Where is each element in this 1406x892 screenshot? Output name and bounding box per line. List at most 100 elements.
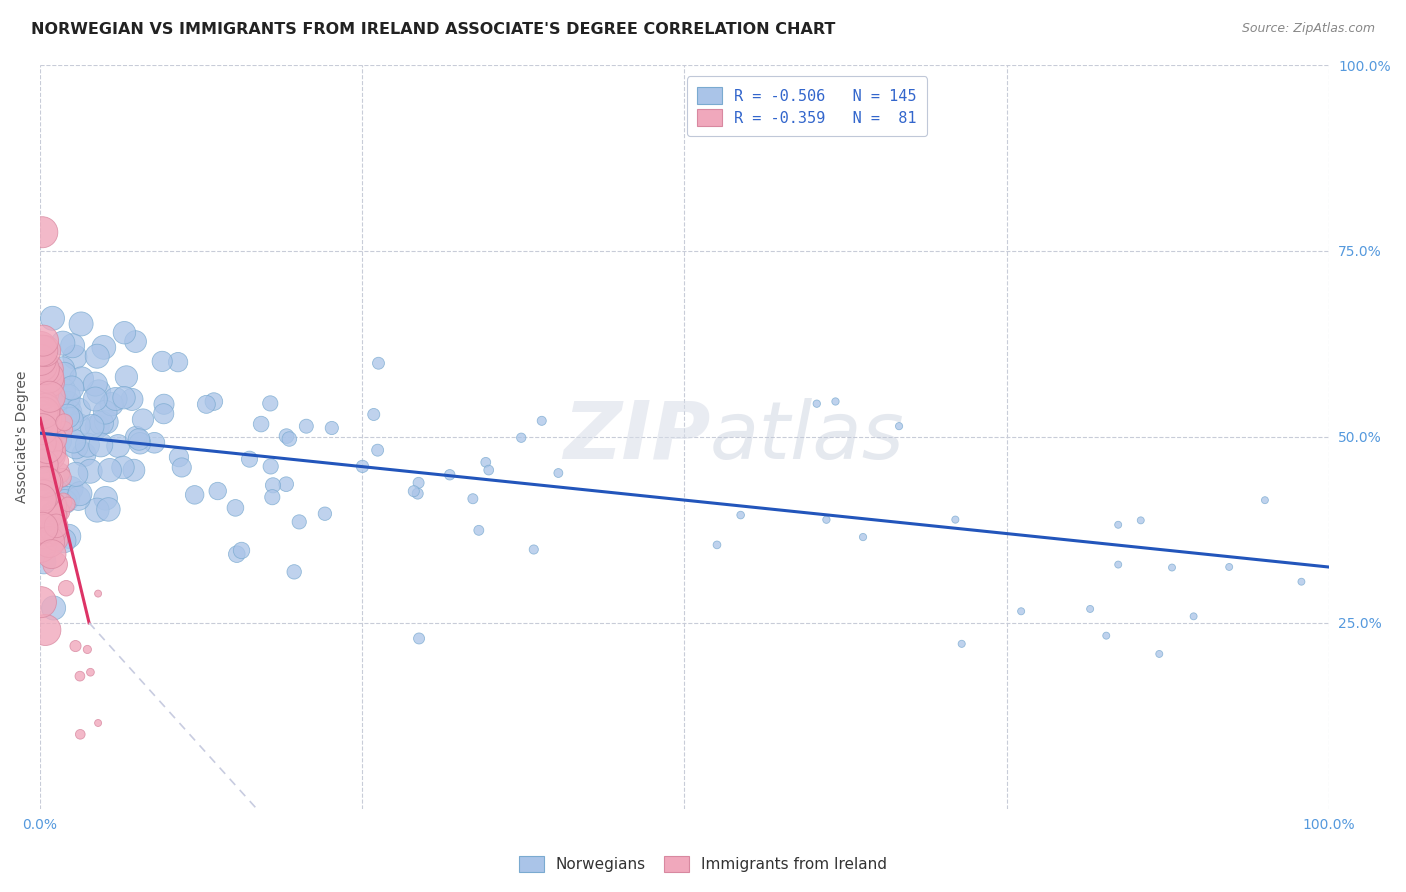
Point bbox=[30, 340, 52, 354]
Point bbox=[475, 455, 498, 469]
Point bbox=[34, 623, 56, 637]
Point bbox=[132, 412, 155, 426]
Point bbox=[167, 355, 190, 369]
Point bbox=[41, 503, 63, 517]
Point bbox=[32, 406, 55, 420]
Point bbox=[63, 350, 86, 364]
Point bbox=[1078, 602, 1101, 616]
Point bbox=[67, 418, 90, 433]
Point bbox=[367, 356, 389, 370]
Point bbox=[46, 412, 69, 426]
Point bbox=[283, 565, 305, 579]
Point bbox=[41, 500, 63, 514]
Point bbox=[69, 669, 91, 683]
Point bbox=[34, 475, 56, 489]
Point bbox=[52, 336, 75, 351]
Point bbox=[41, 384, 63, 399]
Point bbox=[69, 486, 91, 500]
Point bbox=[1182, 609, 1205, 624]
Point bbox=[152, 407, 174, 421]
Point bbox=[73, 447, 96, 461]
Point bbox=[408, 632, 430, 646]
Point bbox=[30, 435, 52, 450]
Point bbox=[547, 466, 569, 480]
Point bbox=[38, 535, 60, 549]
Point bbox=[87, 586, 110, 600]
Point bbox=[58, 389, 80, 403]
Point bbox=[38, 375, 60, 389]
Point bbox=[121, 392, 143, 407]
Point bbox=[79, 464, 101, 478]
Point bbox=[34, 505, 56, 519]
Point bbox=[87, 716, 110, 731]
Point bbox=[1010, 604, 1032, 618]
Point bbox=[262, 478, 284, 492]
Point bbox=[31, 422, 53, 436]
Point bbox=[45, 519, 67, 533]
Point bbox=[824, 394, 846, 409]
Text: ZIP: ZIP bbox=[562, 398, 710, 476]
Point bbox=[478, 463, 501, 477]
Point bbox=[79, 665, 101, 680]
Point bbox=[39, 448, 62, 462]
Point bbox=[67, 403, 90, 417]
Legend: R = -0.506   N = 145, R = -0.359   N =  81: R = -0.506 N = 145, R = -0.359 N = 81 bbox=[686, 77, 927, 136]
Point bbox=[42, 499, 65, 513]
Point bbox=[37, 507, 59, 521]
Point bbox=[402, 484, 425, 499]
Legend: Norwegians, Immigrants from Ireland: Norwegians, Immigrants from Ireland bbox=[512, 848, 894, 880]
Point bbox=[62, 339, 84, 353]
Point bbox=[52, 495, 75, 509]
Point bbox=[30, 458, 52, 473]
Point bbox=[96, 415, 118, 429]
Point bbox=[42, 601, 65, 615]
Point bbox=[30, 358, 52, 372]
Point bbox=[44, 558, 66, 572]
Point bbox=[207, 483, 229, 498]
Point bbox=[288, 515, 311, 529]
Point bbox=[225, 547, 247, 561]
Point bbox=[30, 352, 52, 367]
Point bbox=[86, 419, 108, 434]
Point bbox=[90, 438, 112, 452]
Point bbox=[31, 497, 53, 511]
Point bbox=[104, 392, 127, 406]
Point bbox=[65, 440, 87, 454]
Point bbox=[1095, 629, 1118, 643]
Point bbox=[45, 395, 67, 409]
Point bbox=[125, 430, 148, 444]
Point bbox=[887, 419, 910, 434]
Point bbox=[45, 533, 67, 547]
Point bbox=[38, 524, 60, 539]
Point bbox=[35, 413, 58, 427]
Point bbox=[950, 637, 973, 651]
Point bbox=[31, 343, 53, 358]
Point bbox=[76, 438, 98, 452]
Point bbox=[52, 533, 75, 548]
Point bbox=[31, 450, 53, 465]
Point bbox=[31, 407, 53, 421]
Point bbox=[278, 432, 301, 446]
Point bbox=[37, 441, 59, 455]
Point bbox=[30, 517, 52, 532]
Point bbox=[53, 494, 76, 508]
Point bbox=[32, 494, 55, 508]
Point bbox=[45, 503, 67, 517]
Point bbox=[276, 477, 298, 491]
Point bbox=[62, 434, 84, 448]
Point bbox=[69, 727, 91, 741]
Point bbox=[1254, 493, 1277, 508]
Point bbox=[52, 383, 75, 397]
Point bbox=[706, 538, 728, 552]
Text: Source: ZipAtlas.com: Source: ZipAtlas.com bbox=[1241, 22, 1375, 36]
Point bbox=[60, 381, 83, 395]
Point bbox=[30, 403, 52, 417]
Point bbox=[34, 344, 56, 359]
Point bbox=[38, 442, 60, 456]
Point bbox=[37, 362, 59, 376]
Point bbox=[37, 475, 59, 490]
Point bbox=[1218, 560, 1240, 574]
Point bbox=[55, 581, 77, 595]
Point bbox=[34, 407, 56, 421]
Point bbox=[70, 317, 93, 331]
